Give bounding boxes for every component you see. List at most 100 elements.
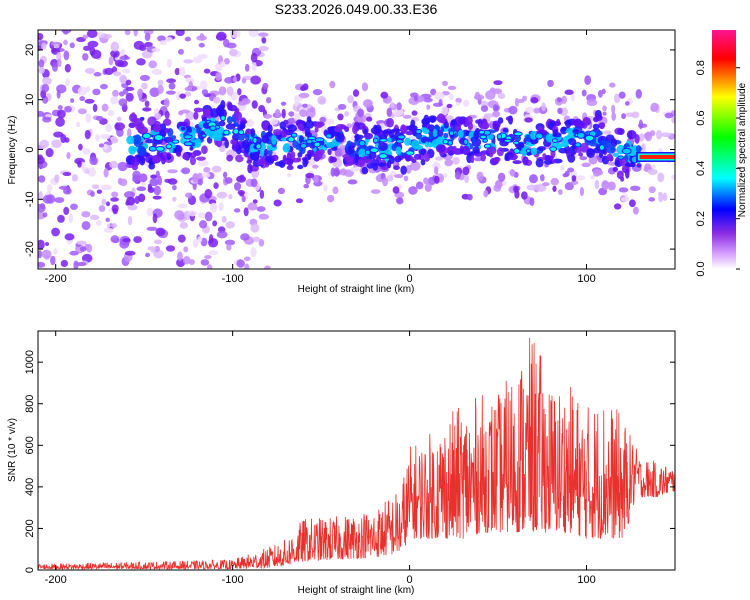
spectrogram-cell bbox=[283, 119, 289, 125]
spectrogram-cell bbox=[53, 131, 64, 138]
spectrogram-peak bbox=[313, 141, 321, 148]
spectrogram-cell bbox=[224, 239, 236, 246]
spectrogram-cell bbox=[229, 30, 241, 39]
spectrogram-cell bbox=[57, 109, 66, 119]
spectrogram-cell bbox=[89, 214, 100, 221]
spectrogram-cell bbox=[579, 156, 588, 161]
spectrogram-cell bbox=[114, 122, 126, 131]
spectrogram-cell bbox=[574, 147, 583, 153]
spectrogram-cell bbox=[382, 177, 389, 187]
spectrogram-cell bbox=[435, 144, 445, 153]
spectrogram-cell bbox=[119, 178, 128, 187]
spectrogram-cell bbox=[218, 86, 227, 96]
snr-xlabel: Height of straight line (km) bbox=[298, 585, 415, 596]
spectrogram-cell bbox=[394, 155, 402, 163]
spectrogram-cell bbox=[420, 136, 431, 144]
spectrogram-cell bbox=[57, 105, 63, 110]
spectrogram-cell bbox=[567, 167, 575, 173]
spectrogram-cell bbox=[223, 57, 230, 65]
spectrogram-cell bbox=[200, 259, 210, 266]
spectrogram-cell bbox=[470, 154, 475, 164]
spectrogram-cell bbox=[100, 133, 111, 140]
spectrogram-cell bbox=[58, 185, 70, 190]
spectrogram-cell bbox=[332, 186, 339, 195]
spectrogram-cell bbox=[208, 234, 214, 244]
spectrogram-cell bbox=[377, 162, 387, 167]
spectrogram-cell bbox=[297, 123, 305, 130]
spectrogram-cell bbox=[244, 263, 250, 269]
spectrogram-cell bbox=[530, 147, 538, 156]
spectrogram-cell bbox=[598, 122, 606, 129]
spectrogram-cell bbox=[57, 214, 65, 223]
spectrogram-peak bbox=[252, 136, 258, 144]
spectrogram-cell bbox=[613, 203, 622, 210]
spectrogram-peak bbox=[478, 129, 486, 135]
spectrogram-cell bbox=[352, 89, 360, 97]
spectrogram-cell bbox=[448, 93, 454, 101]
spectrogram-cell bbox=[603, 130, 612, 135]
spectrogram-cell bbox=[145, 138, 154, 144]
spectrogram-cell bbox=[423, 129, 430, 135]
spectrogram-cell bbox=[403, 175, 409, 182]
spectrogram-cell bbox=[225, 123, 236, 130]
spectrogram-cell bbox=[590, 174, 596, 180]
spectrogram-peak bbox=[513, 148, 521, 154]
spectrogram-cell bbox=[487, 146, 497, 155]
spectrogram-cell bbox=[237, 189, 245, 195]
spectrogram-ylabel: Frequency (Hz) bbox=[7, 116, 18, 185]
spectrogram-peak bbox=[183, 141, 194, 147]
spectrogram-cell bbox=[225, 221, 235, 229]
spectrogram-cell bbox=[110, 49, 120, 58]
spectrogram-cell bbox=[142, 107, 152, 112]
spectrogram-peak bbox=[232, 128, 240, 135]
spectrogram-cell bbox=[432, 162, 441, 170]
spectrogram-cell bbox=[613, 93, 621, 104]
spectrogram-cell bbox=[447, 85, 457, 91]
spectrogram-cell bbox=[560, 139, 569, 148]
spectrogram-cell bbox=[104, 67, 114, 76]
spectrogram-cell bbox=[263, 113, 273, 119]
spectrogram-peak bbox=[238, 129, 245, 136]
spectrogram-cell bbox=[252, 151, 260, 161]
spectrogram-cell bbox=[53, 248, 58, 255]
spectrogram-cell bbox=[489, 87, 496, 93]
spectrogram-cell bbox=[148, 60, 157, 69]
spectrogram-cell bbox=[481, 122, 490, 130]
spectrogram-cell bbox=[51, 62, 58, 72]
spectrogram-cell bbox=[107, 109, 115, 117]
spectrogram-cell bbox=[266, 145, 273, 151]
spectrogram-cell bbox=[618, 91, 626, 99]
spectrogram-cell bbox=[152, 213, 158, 224]
spectrogram-cell bbox=[42, 76, 52, 85]
spectrogram-cell bbox=[213, 182, 219, 190]
spectrogram-peak bbox=[503, 138, 512, 143]
spectrogram-cell bbox=[337, 113, 344, 121]
spectrogram-cell bbox=[594, 114, 603, 121]
spectrogram-cell bbox=[69, 42, 75, 49]
spectrogram-cell bbox=[473, 149, 480, 154]
spectrogram-peak bbox=[290, 132, 298, 138]
spectrogram-cell bbox=[629, 185, 641, 192]
spectrogram-peak bbox=[576, 131, 586, 139]
spectrogram-cell bbox=[235, 154, 244, 163]
spectrogram-cell bbox=[76, 240, 87, 245]
spectrogram-cell bbox=[42, 116, 52, 123]
spectrogram-cell bbox=[420, 158, 426, 166]
spectrogram-cell bbox=[95, 115, 104, 122]
spectrogram-cell bbox=[95, 220, 102, 226]
spectrogram-cell bbox=[567, 138, 577, 146]
spectrogram-cell bbox=[127, 215, 133, 226]
spectrogram-cell bbox=[111, 137, 119, 144]
spectrogram-cell bbox=[342, 154, 350, 159]
spectrogram-cell bbox=[207, 264, 213, 269]
spectrogram-cell bbox=[183, 153, 189, 161]
spectrogram-cell bbox=[212, 220, 218, 227]
spectrogram-cell bbox=[89, 156, 98, 166]
spectrogram-cell bbox=[201, 88, 209, 96]
spectrogram-cell bbox=[116, 116, 122, 122]
spectrogram-cell bbox=[620, 196, 630, 202]
spectrogram-cell bbox=[103, 227, 114, 233]
spectrogram-cell bbox=[286, 158, 294, 167]
spectrogram-cell bbox=[185, 111, 195, 121]
